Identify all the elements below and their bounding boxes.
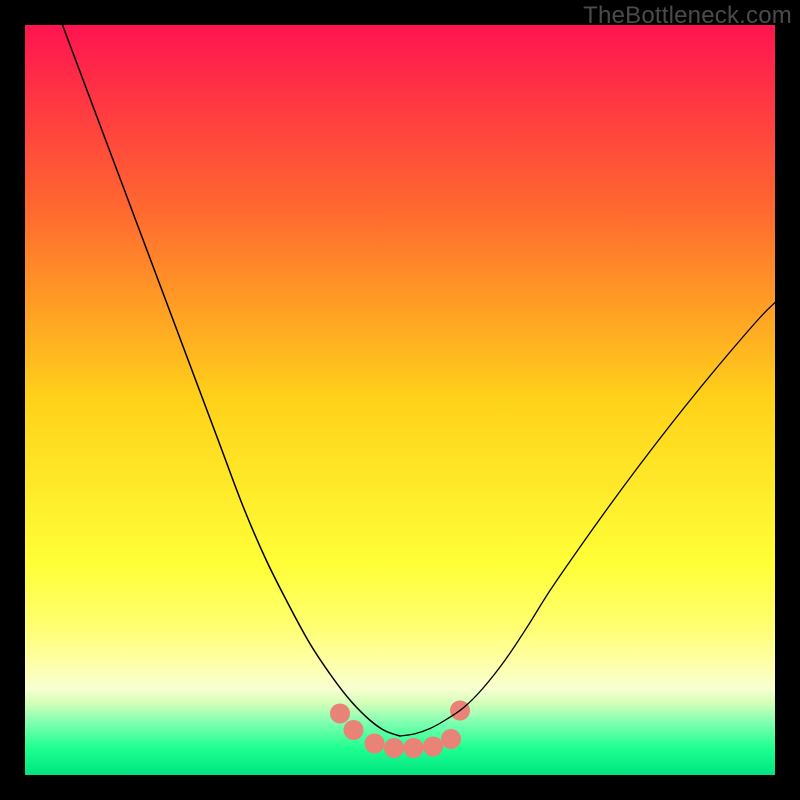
highlight-marker xyxy=(423,737,443,757)
highlight-marker xyxy=(441,729,461,749)
highlight-marker xyxy=(330,704,350,724)
chart-svg xyxy=(25,25,775,775)
gradient-background xyxy=(25,25,775,775)
highlight-marker xyxy=(344,720,364,740)
highlight-marker xyxy=(404,738,424,758)
chart-area xyxy=(25,25,775,775)
highlight-marker xyxy=(384,738,404,758)
outer-frame: TheBottleneck.com xyxy=(0,0,800,800)
highlight-marker xyxy=(365,734,385,754)
